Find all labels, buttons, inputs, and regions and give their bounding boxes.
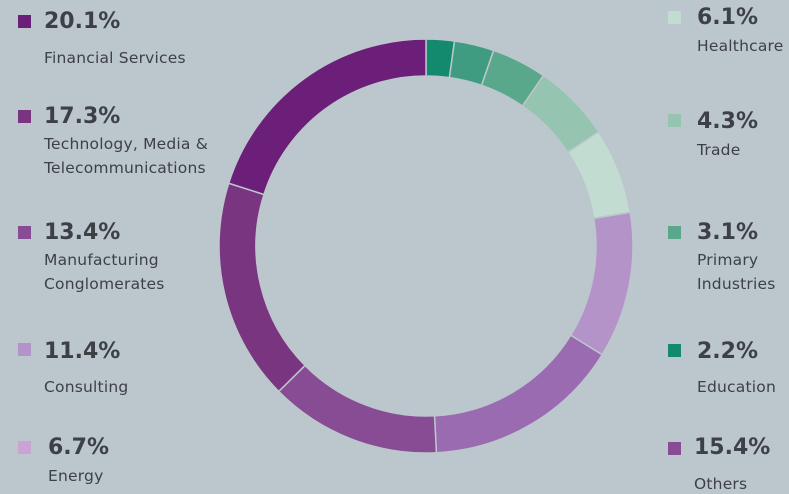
legend-percent: 2.2%	[697, 339, 759, 364]
legend-label: Industries	[697, 275, 776, 293]
legend-percent: 6.7%	[48, 435, 110, 460]
donut-slice-manufacturing-conglomerates	[277, 364, 438, 454]
legend-swatch	[668, 442, 681, 455]
legend-label: Energy	[48, 467, 104, 485]
legend-label: Consulting	[44, 378, 129, 396]
donut-slice-technology-media-telecommunications	[218, 182, 307, 393]
legend-swatch	[18, 15, 31, 28]
legend-label: Financial Services	[44, 49, 186, 67]
legend-label: Telecommunications	[44, 159, 206, 177]
legend-swatch	[668, 344, 681, 357]
legend-swatch	[668, 226, 681, 239]
legend-label: Healthcare	[697, 37, 784, 55]
legend-label: Technology, Media &	[44, 135, 209, 153]
legend-label: Conglomerates	[44, 275, 165, 293]
legend-swatch	[18, 343, 31, 356]
legend-label: Trade	[697, 141, 741, 159]
legend-swatch	[18, 226, 31, 239]
legend-percent: 15.4%	[694, 435, 771, 460]
legend-percent: 4.3%	[697, 109, 759, 134]
legend-swatch	[18, 441, 31, 454]
legend-percent: 17.3%	[44, 104, 121, 129]
legend-label: Others	[694, 475, 748, 493]
legend-label: Primary	[697, 251, 759, 269]
legend-swatch	[668, 11, 681, 24]
donut-slice-financial-services	[227, 38, 427, 196]
legend-percent: 13.4%	[44, 220, 121, 245]
legend-label: Manufacturing	[44, 251, 159, 269]
legend-label: Education	[697, 378, 776, 396]
legend-percent: 20.1%	[44, 9, 121, 34]
legend-percent: 3.1%	[697, 220, 759, 245]
legend-percent: 11.4%	[44, 339, 121, 364]
legend-swatch	[668, 114, 681, 127]
donut-slice-others	[433, 334, 604, 454]
legend-swatch	[18, 110, 31, 123]
legend-percent: 6.1%	[697, 5, 759, 30]
donut-slice-consulting	[569, 211, 634, 356]
